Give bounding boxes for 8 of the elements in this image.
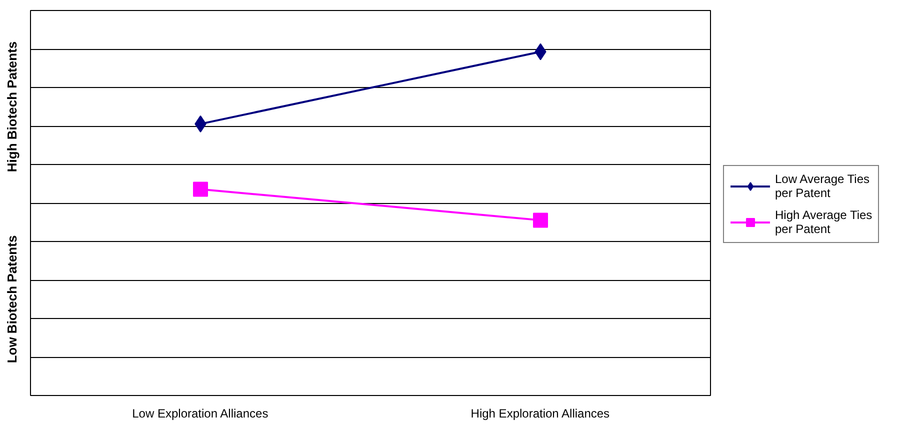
legend-label: Low Average Ties per Patent — [775, 172, 870, 200]
text: High Biotech Patents — [4, 41, 20, 172]
x-tick-label: Low Exploration Alliances — [132, 406, 268, 420]
x-tick-label: High Exploration Alliances — [470, 406, 610, 420]
point — [533, 212, 548, 228]
text: Low Biotech Patents — [4, 235, 20, 364]
point — [193, 182, 208, 197]
legend-label: High Average Ties per Patent — [775, 208, 872, 236]
